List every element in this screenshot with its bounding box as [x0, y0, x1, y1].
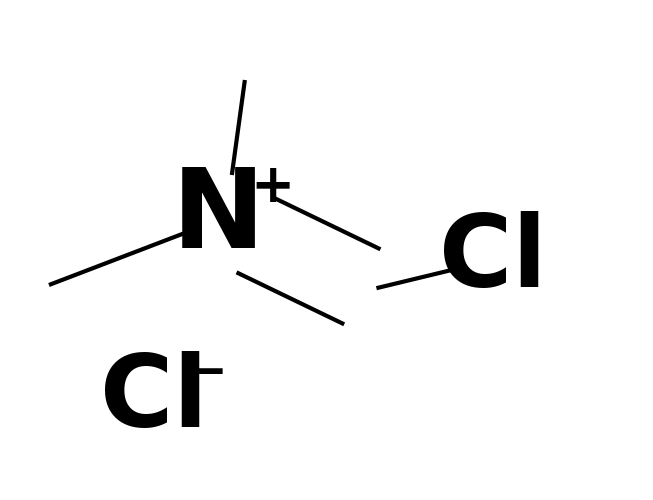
- Text: +: +: [250, 160, 295, 212]
- Text: Cl: Cl: [100, 352, 207, 448]
- Text: −: −: [186, 348, 228, 397]
- Text: N: N: [172, 164, 265, 271]
- Text: Cl: Cl: [439, 212, 547, 308]
